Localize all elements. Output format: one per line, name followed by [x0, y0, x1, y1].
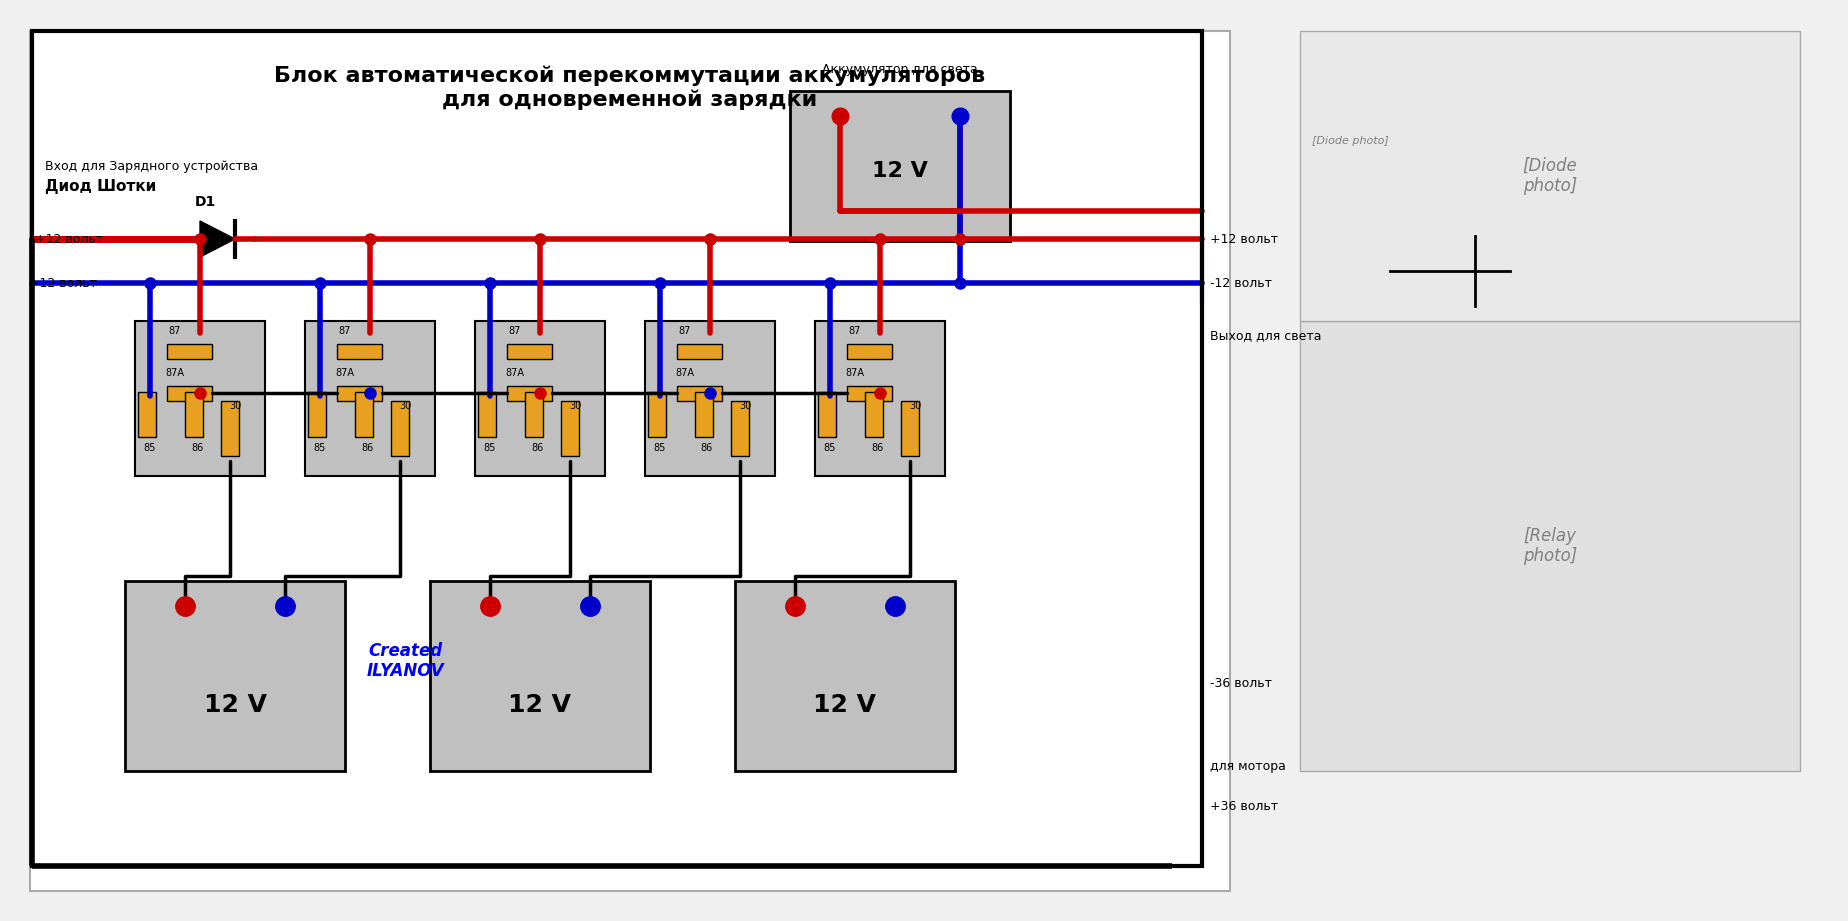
- Text: 86: 86: [700, 443, 713, 453]
- FancyBboxPatch shape: [730, 401, 748, 456]
- FancyBboxPatch shape: [647, 392, 665, 437]
- Text: 12 V: 12 V: [813, 693, 876, 717]
- Text: Блок автоматической перекоммутации аккумуляторов
для одновременной зарядки: Блок автоматической перекоммутации аккум…: [274, 66, 985, 111]
- FancyBboxPatch shape: [817, 392, 835, 437]
- Text: 30: 30: [909, 401, 920, 411]
- FancyBboxPatch shape: [900, 401, 918, 456]
- Text: 86: 86: [360, 443, 373, 453]
- Text: +36 вольт: +36 вольт: [1209, 799, 1277, 812]
- Text: 87: 87: [168, 326, 181, 336]
- Text: 30: 30: [229, 401, 240, 411]
- FancyBboxPatch shape: [506, 386, 553, 401]
- FancyBboxPatch shape: [30, 31, 1229, 891]
- Text: -36 вольт: -36 вольт: [1209, 677, 1271, 690]
- FancyBboxPatch shape: [506, 344, 553, 359]
- FancyBboxPatch shape: [846, 386, 891, 401]
- FancyBboxPatch shape: [479, 392, 495, 437]
- Text: 30: 30: [399, 401, 410, 411]
- Text: [Diode
photo]: [Diode photo]: [1521, 157, 1576, 195]
- FancyBboxPatch shape: [736, 581, 954, 771]
- Text: Диод Шотки: Диод Шотки: [44, 179, 157, 193]
- Text: Вход для Зарядного устройства: Вход для Зарядного устройства: [44, 159, 259, 172]
- Text: 85: 85: [144, 443, 155, 453]
- FancyBboxPatch shape: [676, 386, 721, 401]
- FancyBboxPatch shape: [126, 581, 346, 771]
- Text: 86: 86: [190, 443, 203, 453]
- FancyBboxPatch shape: [309, 392, 325, 437]
- Text: 12 V: 12 V: [203, 693, 266, 717]
- FancyBboxPatch shape: [166, 386, 213, 401]
- Text: [Diode photo]: [Diode photo]: [1310, 136, 1388, 146]
- Polygon shape: [200, 221, 235, 257]
- FancyBboxPatch shape: [1299, 31, 1798, 321]
- FancyBboxPatch shape: [560, 401, 578, 456]
- FancyBboxPatch shape: [355, 392, 373, 437]
- FancyBboxPatch shape: [336, 386, 383, 401]
- FancyBboxPatch shape: [865, 392, 883, 437]
- Text: 30: 30: [569, 401, 580, 411]
- Text: D1: D1: [194, 195, 216, 209]
- Text: [Relay
photo]: [Relay photo]: [1523, 527, 1576, 565]
- Text: 87A: 87A: [675, 368, 695, 378]
- Text: +12 вольт: +12 вольт: [1209, 232, 1277, 246]
- FancyBboxPatch shape: [815, 321, 944, 476]
- Text: 87: 87: [338, 326, 351, 336]
- Text: 87A: 87A: [505, 368, 525, 378]
- Text: 85: 85: [824, 443, 835, 453]
- Text: 87A: 87A: [845, 368, 865, 378]
- FancyBboxPatch shape: [139, 392, 155, 437]
- FancyBboxPatch shape: [135, 321, 264, 476]
- FancyBboxPatch shape: [431, 581, 650, 771]
- Text: 85: 85: [314, 443, 325, 453]
- Text: 87: 87: [508, 326, 521, 336]
- Text: 87A: 87A: [334, 368, 355, 378]
- Text: Created
ILYANOV: Created ILYANOV: [366, 642, 444, 681]
- Text: +12 вольт: +12 вольт: [35, 232, 103, 246]
- FancyBboxPatch shape: [645, 321, 774, 476]
- Text: Выход для света: Выход для света: [1209, 330, 1321, 343]
- FancyBboxPatch shape: [846, 344, 891, 359]
- Text: 85: 85: [654, 443, 665, 453]
- Text: 87A: 87A: [166, 368, 185, 378]
- FancyBboxPatch shape: [676, 344, 721, 359]
- FancyBboxPatch shape: [185, 392, 203, 437]
- Text: 85: 85: [484, 443, 495, 453]
- Text: 12 V: 12 V: [872, 161, 928, 181]
- Text: Аккумулятор для света: Аккумулятор для света: [822, 63, 978, 76]
- Text: 12 V: 12 V: [508, 693, 571, 717]
- FancyBboxPatch shape: [695, 392, 713, 437]
- Text: 87: 87: [678, 326, 691, 336]
- Text: -12 вольт: -12 вольт: [1209, 276, 1271, 289]
- Text: для мотора: для мотора: [1209, 760, 1284, 773]
- FancyBboxPatch shape: [166, 344, 213, 359]
- FancyBboxPatch shape: [1299, 321, 1798, 771]
- Text: 87: 87: [848, 326, 861, 336]
- FancyBboxPatch shape: [222, 401, 238, 456]
- Text: 86: 86: [530, 443, 543, 453]
- Text: -12 вольт: -12 вольт: [35, 276, 96, 289]
- Text: 86: 86: [870, 443, 883, 453]
- FancyBboxPatch shape: [305, 321, 434, 476]
- Text: 30: 30: [739, 401, 750, 411]
- FancyBboxPatch shape: [336, 344, 383, 359]
- FancyBboxPatch shape: [390, 401, 408, 456]
- FancyBboxPatch shape: [525, 392, 543, 437]
- FancyBboxPatch shape: [789, 91, 1009, 241]
- FancyBboxPatch shape: [475, 321, 604, 476]
